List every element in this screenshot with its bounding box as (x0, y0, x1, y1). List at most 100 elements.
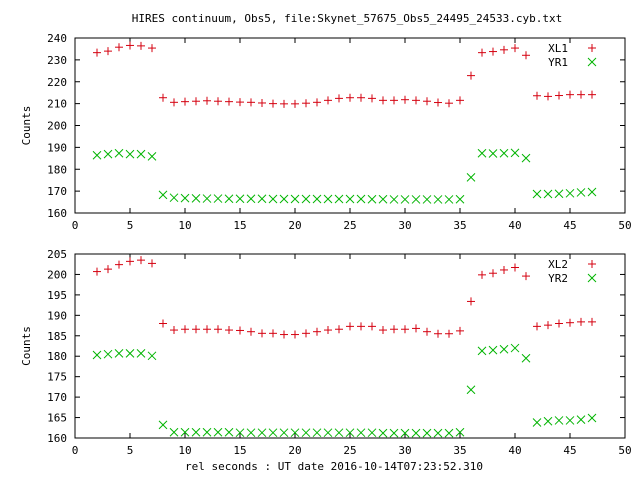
y-tick-label: 230 (47, 54, 67, 67)
data-point (114, 148, 124, 158)
data-point (566, 90, 574, 99)
data-point (312, 194, 322, 204)
x-tick-label: 40 (508, 444, 521, 457)
data-point (555, 319, 563, 328)
data-point (93, 267, 101, 276)
data-point (543, 189, 553, 199)
data-point (181, 325, 189, 334)
data-point (192, 325, 200, 334)
legend-marker (588, 260, 596, 268)
data-point (356, 194, 366, 204)
data-point (225, 326, 233, 335)
x-tick-label: 20 (288, 219, 301, 232)
data-point (588, 90, 596, 99)
data-point (125, 149, 135, 159)
data-point (422, 428, 432, 438)
x-tick-label: 15 (233, 219, 246, 232)
plot-frame (74, 37, 626, 214)
data-point (247, 98, 255, 107)
y-tick-label: 170 (47, 185, 67, 198)
x-tick-label: 50 (618, 444, 631, 457)
data-point (346, 93, 354, 102)
data-point (588, 317, 596, 326)
data-point (290, 428, 300, 438)
data-point (379, 96, 387, 105)
y-axis-label: Counts (20, 106, 33, 146)
data-point (401, 95, 409, 104)
y-tick-label: 210 (47, 98, 67, 111)
data-point (280, 330, 288, 339)
data-point (422, 195, 432, 204)
data-point (411, 195, 421, 204)
data-point (345, 428, 355, 438)
data-point (323, 428, 333, 438)
data-point (533, 91, 541, 100)
data-point (258, 329, 266, 338)
data-point (423, 327, 431, 336)
data-point (367, 194, 377, 204)
y-tick-label: 200 (47, 268, 67, 281)
x-tick-label: 10 (178, 444, 191, 457)
data-point (400, 428, 410, 438)
data-point (114, 349, 124, 358)
data-point (522, 51, 530, 60)
data-point (137, 41, 145, 50)
x-tick-label: 0 (72, 219, 79, 232)
data-point (368, 94, 376, 103)
data-point (378, 194, 388, 204)
x-tick-label: 45 (563, 444, 576, 457)
legend-label: YR2 (548, 272, 568, 285)
x-tick-label: 20 (288, 444, 301, 457)
data-point (170, 98, 178, 107)
data-point (433, 195, 443, 204)
data-point (214, 97, 222, 106)
data-point (224, 194, 234, 204)
data-point (246, 194, 256, 204)
x-tick-label: 5 (127, 219, 134, 232)
data-point (169, 193, 179, 203)
data-point (159, 319, 167, 328)
data-point (390, 325, 398, 334)
data-point (335, 94, 343, 103)
data-point (158, 190, 168, 200)
data-point (181, 97, 189, 106)
x-tick-label: 50 (618, 219, 631, 232)
data-point (543, 416, 553, 426)
data-point (533, 322, 541, 331)
data-point (147, 351, 157, 361)
data-point (103, 149, 113, 159)
data-point (203, 96, 211, 105)
data-point (203, 325, 211, 334)
data-point (511, 44, 519, 53)
top-panel: 0 5 10 15 20 25 30 35 40 45 50 160 170 180 190 200 210 22… (20, 32, 632, 232)
data-point (147, 151, 157, 161)
y-tick-label: 160 (47, 207, 67, 220)
data-point (280, 99, 288, 108)
data-point (301, 428, 311, 438)
data-point (279, 428, 289, 438)
data-point (379, 326, 387, 335)
data-point (566, 318, 574, 327)
data-point (247, 327, 255, 336)
plot-frame (74, 253, 626, 439)
data-point (389, 428, 399, 438)
legend-label: XL2 (548, 258, 568, 271)
data-point (93, 48, 101, 57)
legend-marker (588, 44, 596, 52)
data-point (301, 194, 311, 204)
data-point (257, 194, 267, 204)
data-point (334, 428, 344, 438)
data-point (191, 427, 201, 437)
data-point (411, 428, 421, 438)
data-point (489, 47, 497, 56)
data-point (104, 47, 112, 56)
data-point (400, 195, 410, 204)
data-point (246, 428, 256, 438)
data-point (532, 418, 542, 427)
data-point (510, 148, 520, 158)
data-point (148, 259, 156, 268)
data-point (544, 92, 552, 101)
x-tick-label: 10 (178, 219, 191, 232)
data-point (587, 187, 597, 197)
data-point (455, 194, 465, 204)
